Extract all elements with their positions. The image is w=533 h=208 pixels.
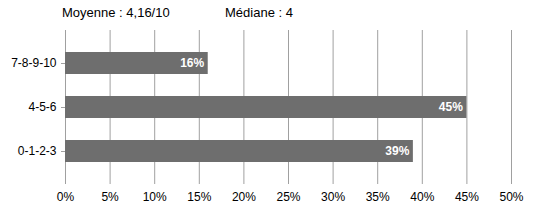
svg-text:4-5-6: 4-5-6 — [28, 100, 56, 114]
svg-text:45%: 45% — [455, 190, 479, 204]
svg-text:10%: 10% — [143, 190, 167, 204]
svg-text:40%: 40% — [410, 190, 434, 204]
svg-text:45%: 45% — [439, 100, 463, 114]
svg-text:50%: 50% — [499, 190, 523, 204]
svg-text:30%: 30% — [321, 190, 345, 204]
svg-text:15%: 15% — [187, 190, 211, 204]
html-text:Moyenne : 4,16/10: Moyenne : 4,16/10 — [62, 5, 170, 20]
svg-text:39%: 39% — [385, 144, 409, 158]
svg-text:0-1-2-3: 0-1-2-3 — [18, 144, 57, 158]
svg-text:20%: 20% — [232, 190, 256, 204]
svg-text:16%: 16% — [180, 56, 204, 70]
svg-text:35%: 35% — [366, 190, 390, 204]
svg-text:25%: 25% — [276, 190, 300, 204]
svg-text:7-8-9-10: 7-8-9-10 — [11, 56, 57, 70]
html-text:Médiane : 4: Médiane : 4 — [225, 5, 293, 20]
svg-text:5%: 5% — [101, 190, 119, 204]
svg-text:0%: 0% — [57, 190, 75, 204]
